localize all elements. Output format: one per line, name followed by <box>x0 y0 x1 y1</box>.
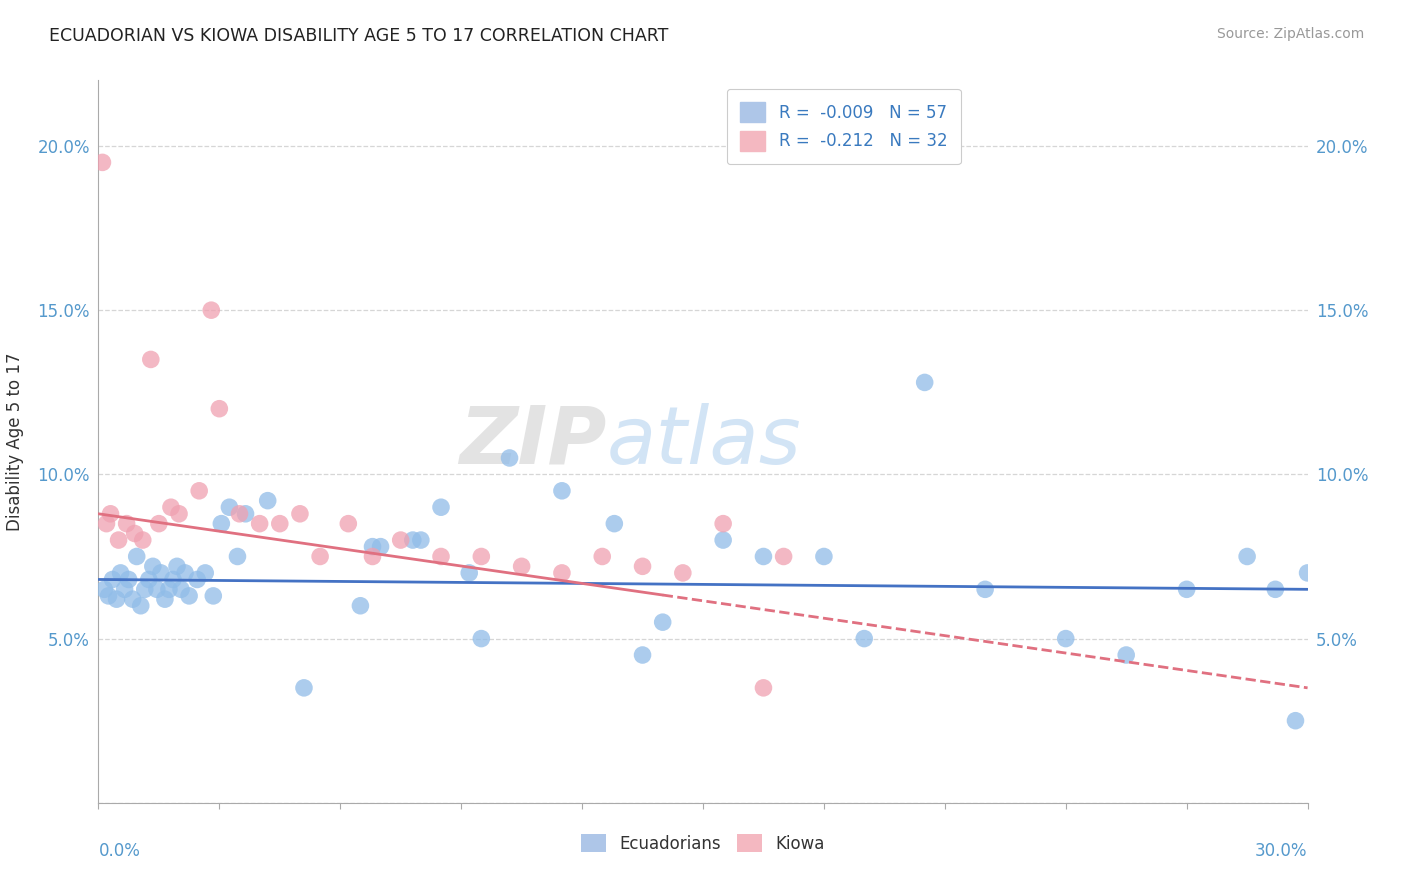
Point <box>361 549 384 564</box>
Point <box>157 582 180 597</box>
Point <box>170 582 193 597</box>
Point <box>430 500 453 515</box>
Point <box>209 516 232 531</box>
Text: atlas: atlas <box>606 402 801 481</box>
Point <box>200 303 222 318</box>
Point <box>121 592 143 607</box>
Point <box>603 516 626 531</box>
Point <box>349 599 371 613</box>
Point <box>813 549 835 564</box>
Point <box>510 559 533 574</box>
Point <box>470 632 492 646</box>
Point <box>226 549 249 564</box>
Point <box>125 549 148 564</box>
Text: ZIP: ZIP <box>458 402 606 481</box>
Point <box>470 549 492 564</box>
Point <box>711 533 734 547</box>
Point <box>402 533 425 547</box>
Point <box>914 376 936 390</box>
Y-axis label: Disability Age 5 to 17: Disability Age 5 to 17 <box>6 352 24 531</box>
Point <box>186 573 208 587</box>
Point <box>110 566 132 580</box>
Point <box>631 559 654 574</box>
Point <box>551 483 574 498</box>
Point <box>249 516 271 531</box>
Point <box>228 507 250 521</box>
Point <box>337 516 360 531</box>
Point <box>188 483 211 498</box>
Point <box>100 507 122 521</box>
Point <box>124 526 146 541</box>
Point <box>105 592 128 607</box>
Point <box>651 615 673 630</box>
Point <box>551 566 574 580</box>
Point <box>138 573 160 587</box>
Point <box>218 500 240 515</box>
Point <box>288 507 311 521</box>
Legend: Ecuadorians, Kiowa: Ecuadorians, Kiowa <box>574 828 832 860</box>
Point <box>430 549 453 564</box>
Point <box>107 533 129 547</box>
Point <box>160 500 183 515</box>
Point <box>146 582 169 597</box>
Point <box>1264 582 1286 597</box>
Point <box>498 450 520 465</box>
Point <box>269 516 291 531</box>
Point <box>174 566 197 580</box>
Point <box>772 549 794 564</box>
Point <box>1115 648 1137 662</box>
Point <box>1236 549 1258 564</box>
Point <box>148 516 170 531</box>
Point <box>202 589 225 603</box>
Point <box>256 493 278 508</box>
Point <box>114 582 136 597</box>
Text: ECUADORIAN VS KIOWA DISABILITY AGE 5 TO 17 CORRELATION CHART: ECUADORIAN VS KIOWA DISABILITY AGE 5 TO … <box>49 27 669 45</box>
Point <box>752 549 775 564</box>
Point <box>134 582 156 597</box>
Point <box>235 507 257 521</box>
Point <box>149 566 172 580</box>
Point <box>853 632 876 646</box>
Point <box>115 516 138 531</box>
Point <box>91 155 114 169</box>
Point <box>711 516 734 531</box>
Text: 0.0%: 0.0% <box>98 842 141 860</box>
Point <box>132 533 155 547</box>
Point <box>1284 714 1306 728</box>
Point <box>672 566 695 580</box>
Point <box>97 589 120 603</box>
Point <box>167 507 190 521</box>
Point <box>292 681 315 695</box>
Point <box>409 533 432 547</box>
Point <box>101 573 124 587</box>
Point <box>752 681 775 695</box>
Point <box>194 566 217 580</box>
Point <box>1296 566 1319 580</box>
Point <box>361 540 384 554</box>
Point <box>389 533 412 547</box>
Point <box>179 589 201 603</box>
Point <box>974 582 997 597</box>
Point <box>458 566 481 580</box>
Point <box>93 582 115 597</box>
Point <box>118 573 141 587</box>
Text: 30.0%: 30.0% <box>1256 842 1308 860</box>
Point <box>139 352 162 367</box>
Point <box>166 559 188 574</box>
Point <box>1175 582 1198 597</box>
Point <box>1054 632 1077 646</box>
Point <box>96 516 118 531</box>
Point <box>309 549 332 564</box>
Point <box>129 599 152 613</box>
Point <box>208 401 231 416</box>
Text: Source: ZipAtlas.com: Source: ZipAtlas.com <box>1216 27 1364 41</box>
Point <box>370 540 392 554</box>
Point <box>153 592 176 607</box>
Point <box>162 573 184 587</box>
Point <box>631 648 654 662</box>
Point <box>591 549 613 564</box>
Point <box>142 559 165 574</box>
